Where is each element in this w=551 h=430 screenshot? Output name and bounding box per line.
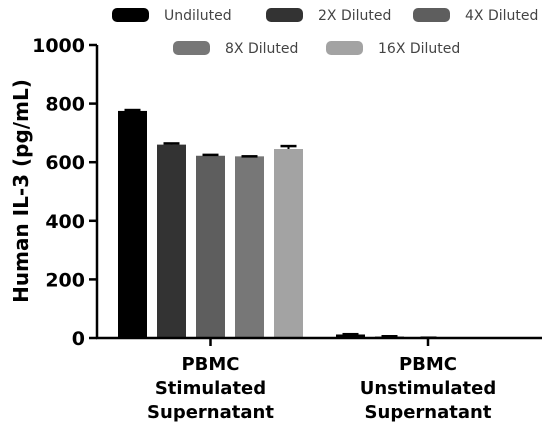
y-tick-label: 400 <box>45 211 85 233</box>
y-tick-label: 1000 <box>32 35 85 57</box>
legend-swatch <box>173 41 210 55</box>
bar <box>274 149 303 338</box>
legend-label: 2X Diluted <box>318 8 391 24</box>
legend: Undiluted 2X Diluted 4X Diluted 8X Diluted 1… <box>112 8 538 57</box>
x-category-label: PBMC Stimulated Supernatant <box>147 354 274 423</box>
bar <box>157 144 186 338</box>
bars <box>118 108 443 339</box>
x-axis: PBMC Stimulated Supernatant PBMC Unstimulate… <box>96 336 542 423</box>
x-category-label-line: Stimulated <box>155 378 266 399</box>
bar <box>118 110 147 338</box>
legend-swatch <box>413 8 450 22</box>
legend-label: 16X Diluted <box>378 41 460 57</box>
x-category-label-line: PBMC <box>181 354 239 375</box>
legend-swatch <box>266 8 303 22</box>
bar <box>235 156 264 338</box>
x-category-label-line: Supernatant <box>365 402 492 423</box>
x-category-label-line: Unstimulated <box>360 378 497 399</box>
y-tick-label: 800 <box>45 94 85 116</box>
legend-swatch <box>112 8 149 22</box>
y-axis-title: Human IL-3 (pg/mL) <box>9 79 33 303</box>
x-category-label-line: Supernatant <box>147 402 274 423</box>
legend-label: 8X Diluted <box>225 41 298 57</box>
bar <box>336 334 365 338</box>
y-tick-label: 600 <box>45 152 85 174</box>
legend-swatch <box>326 41 363 55</box>
x-category-label-line: PBMC <box>399 354 457 375</box>
y-tick-label: 200 <box>45 269 85 291</box>
bar <box>196 155 225 338</box>
legend-label: Undiluted <box>164 8 232 24</box>
y-tick-label: 0 <box>72 328 85 350</box>
y-axis: 0 200 400 600 800 1000 <box>32 35 99 350</box>
legend-label: 4X Diluted <box>465 8 538 24</box>
x-category-label: PBMC Unstimulated Supernatant <box>360 354 497 423</box>
